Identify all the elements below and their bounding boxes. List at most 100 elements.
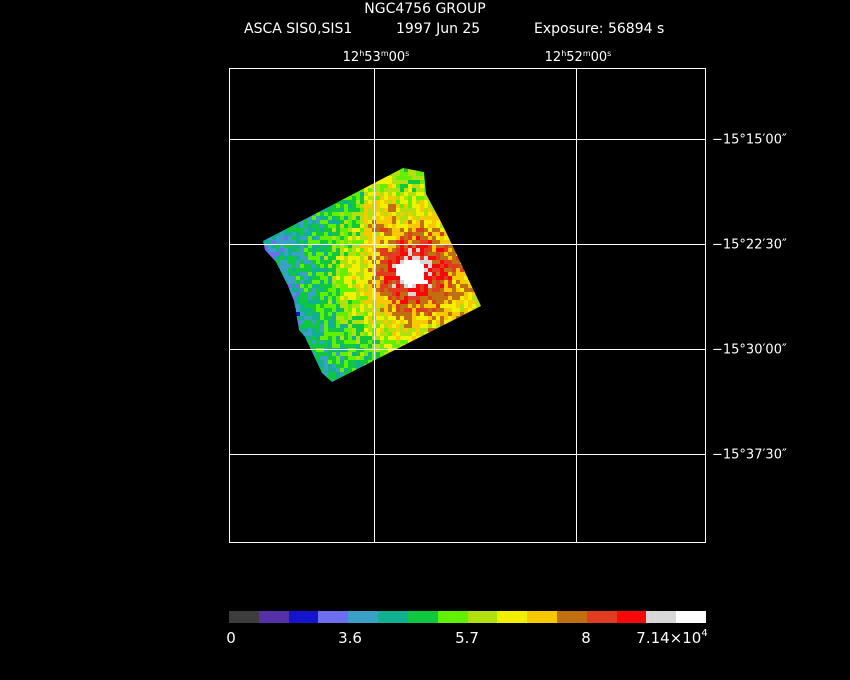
emission-pixel xyxy=(480,336,481,340)
emission-pixel xyxy=(460,376,464,380)
emission-pixel xyxy=(444,344,448,348)
emission-pixel xyxy=(348,316,352,320)
emission-pixel xyxy=(276,296,280,300)
emission-pixel xyxy=(460,352,464,356)
emission-pixel xyxy=(408,308,412,312)
emission-pixel xyxy=(340,188,344,192)
emission-pixel xyxy=(472,196,476,200)
emission-pixel xyxy=(304,248,308,252)
emission-pixel xyxy=(368,296,372,300)
emission-pixel xyxy=(384,228,388,232)
emission-pixel xyxy=(356,316,360,320)
emission-pixel xyxy=(292,196,296,200)
emission-pixel xyxy=(404,268,408,272)
emission-pixel xyxy=(408,284,412,288)
emission-pixel xyxy=(468,240,472,244)
emission-pixel xyxy=(364,200,368,204)
emission-pixel xyxy=(348,168,352,172)
emission-pixel xyxy=(364,268,368,272)
emission-pixel xyxy=(368,248,372,252)
emission-pixel xyxy=(316,168,320,172)
emission-pixel xyxy=(324,220,328,224)
emission-pixel xyxy=(476,368,480,372)
emission-pixel xyxy=(424,344,428,348)
emission-pixel xyxy=(412,176,416,180)
emission-pixel xyxy=(432,252,436,256)
emission-pixel xyxy=(416,272,420,276)
emission-pixel xyxy=(360,368,364,372)
emission-pixel xyxy=(404,284,408,288)
emission-pixel xyxy=(408,268,412,272)
emission-pixel xyxy=(408,324,412,328)
emission-pixel xyxy=(420,284,424,288)
emission-pixel xyxy=(420,176,424,180)
emission-pixel xyxy=(316,376,320,380)
emission-pixel xyxy=(264,344,268,348)
emission-pixel xyxy=(268,188,272,192)
emission-pixel xyxy=(272,164,276,168)
emission-pixel xyxy=(304,380,308,382)
emission-pixel xyxy=(400,284,404,288)
emission-pixel xyxy=(272,268,276,272)
emission-pixel xyxy=(380,260,384,264)
emission-pixel xyxy=(312,308,316,312)
emission-pixel xyxy=(424,184,428,188)
emission-pixel xyxy=(448,208,452,212)
emission-pixel xyxy=(276,356,280,360)
emission-pixel xyxy=(452,164,456,168)
colorbar-swatch xyxy=(467,611,498,623)
emission-pixel xyxy=(388,236,392,240)
emission-pixel xyxy=(420,248,424,252)
emission-pixel xyxy=(400,204,404,208)
emission-pixel xyxy=(476,256,480,260)
emission-pixel xyxy=(340,376,344,380)
emission-pixel xyxy=(320,296,324,300)
emission-pixel xyxy=(404,316,408,320)
emission-pixel xyxy=(380,192,384,196)
emission-pixel xyxy=(272,236,276,240)
emission-pixel xyxy=(400,344,404,348)
colorbar-swatch xyxy=(556,611,587,623)
emission-pixel xyxy=(332,192,336,196)
emission-pixel xyxy=(316,188,320,192)
emission-pixel xyxy=(444,164,448,168)
emission-pixel xyxy=(392,248,396,252)
emission-pixel xyxy=(432,164,436,168)
emission-pixel xyxy=(472,380,476,382)
emission-pixel xyxy=(432,384,436,388)
emission-pixel xyxy=(320,220,324,224)
emission-pixel xyxy=(368,376,372,380)
emission-pixel xyxy=(420,236,424,240)
emission-pixel xyxy=(472,372,476,376)
emission-pixel xyxy=(268,204,272,208)
emission-pixel xyxy=(328,212,332,216)
emission-pixel xyxy=(464,368,468,372)
emission-pixel xyxy=(336,304,340,308)
emission-pixel xyxy=(276,256,280,260)
emission-pixel xyxy=(360,320,364,324)
emission-pixel xyxy=(356,168,360,172)
emission-pixel xyxy=(400,328,404,332)
emission-pixel xyxy=(284,284,288,288)
emission-pixel xyxy=(460,216,464,220)
emission-pixel xyxy=(396,344,400,348)
emission-pixel xyxy=(480,300,481,304)
emission-pixel xyxy=(396,196,400,200)
emission-pixel xyxy=(340,364,344,368)
emission-pixel xyxy=(324,384,328,388)
emission-pixel xyxy=(412,340,416,344)
emission-pixel xyxy=(412,284,416,288)
emission-pixel xyxy=(304,364,308,368)
emission-pixel xyxy=(412,316,416,320)
emission-pixel xyxy=(420,380,424,382)
emission-pixel xyxy=(316,220,320,224)
emission-pixel xyxy=(476,260,480,264)
emission-pixel xyxy=(464,236,468,240)
emission-pixel xyxy=(460,320,464,324)
emission-pixel xyxy=(448,192,452,196)
emission-pixel xyxy=(263,220,264,224)
emission-pixel xyxy=(428,248,432,252)
emission-pixel xyxy=(432,216,436,220)
emission-pixel xyxy=(360,324,364,328)
emission-pixel xyxy=(300,328,304,332)
